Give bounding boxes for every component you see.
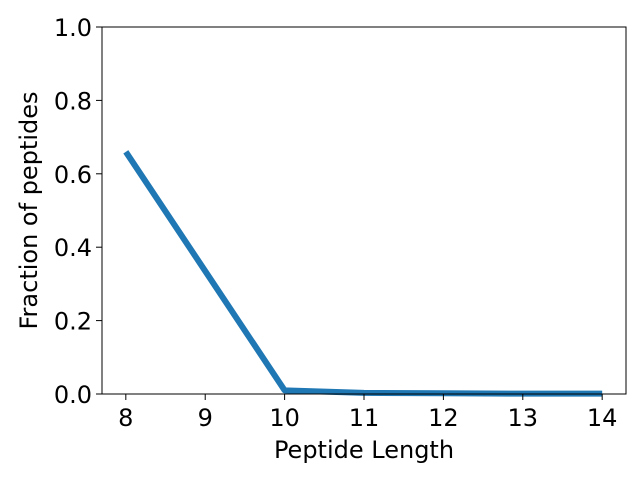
y-tick-label: 0.2: [54, 308, 92, 336]
y-axis: 0.0 0.2 0.4 0.6 0.8 1.0: [54, 14, 102, 409]
y-tick-label: 0.4: [54, 234, 92, 262]
x-tick-label: 14: [587, 404, 618, 432]
x-tick-label: 12: [428, 404, 459, 432]
y-tick-label: 1.0: [54, 14, 92, 42]
x-tick-label: 10: [269, 404, 300, 432]
x-axis-label: Peptide Length: [274, 436, 454, 464]
y-axis-label: Fraction of peptides: [15, 91, 43, 329]
plot-frame: [101, 26, 627, 395]
series-layer: [123, 150, 603, 397]
y-tick-label: 0.0: [54, 381, 92, 409]
x-axis: 8 9 10 11 12 13 14: [118, 394, 617, 432]
x-tick-label: 11: [349, 404, 380, 432]
x-tick-label: 9: [198, 404, 213, 432]
series-line-0: [123, 150, 603, 397]
y-tick-label: 0.6: [54, 161, 92, 189]
y-tick-label: 0.8: [54, 87, 92, 115]
x-tick-label: 8: [118, 404, 133, 432]
x-tick-label: 13: [508, 404, 539, 432]
